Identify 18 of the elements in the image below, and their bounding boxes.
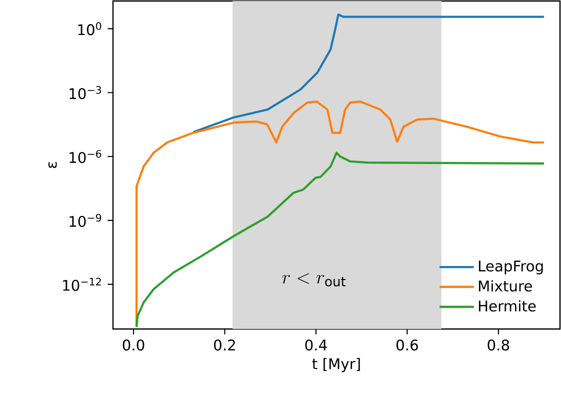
line-series [192, 14, 546, 134]
y-tick-label: 10$^{−3}$ [70, 86, 102, 100]
legend-label: Hermite [478, 300, 536, 312]
y-tick-label: 10$^{−12}$ [63, 278, 101, 291]
legend-label: LeapFrog [478, 260, 543, 274]
x-tick-label: 0.6 [396, 339, 418, 351]
annotation: $r<r_{\mathrm{out}}$ [282, 273, 346, 286]
x-tick-label: 0.4 [305, 339, 327, 351]
legend-label: Mixture [478, 280, 532, 292]
x-tick-label: 0.0 [122, 339, 144, 351]
y-tick-label: 10$^{−6}$ [70, 150, 102, 164]
y-tick-label: 10$^{0}$ [78, 22, 102, 36]
line-series [135, 152, 546, 328]
x-tick-label: 0.8 [488, 339, 510, 351]
x-axis-title: t [Myr] [312, 358, 360, 372]
y-axis-title: ε [48, 162, 57, 168]
x-tick-label: 0.2 [214, 339, 235, 351]
y-tick-label: 10$^{−9}$ [70, 214, 102, 227]
